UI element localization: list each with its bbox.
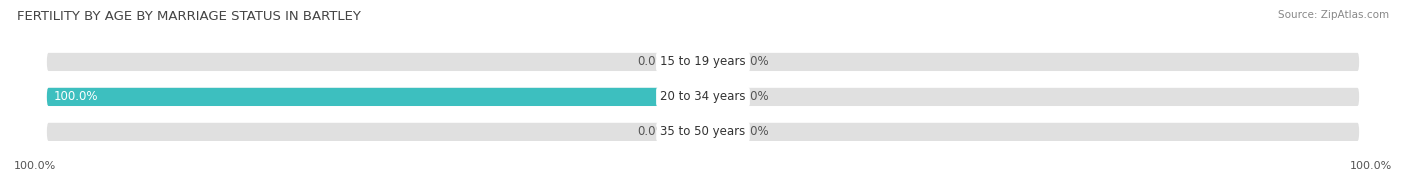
Text: 35 to 50 years: 35 to 50 years <box>661 125 745 138</box>
Text: 100.0%: 100.0% <box>14 161 56 171</box>
FancyBboxPatch shape <box>703 123 733 141</box>
Text: 15 to 19 years: 15 to 19 years <box>661 55 745 68</box>
Text: 100.0%: 100.0% <box>53 90 98 103</box>
Text: 100.0%: 100.0% <box>1350 161 1392 171</box>
FancyBboxPatch shape <box>46 88 703 106</box>
Text: 0.0%: 0.0% <box>637 55 666 68</box>
FancyBboxPatch shape <box>703 53 733 71</box>
FancyBboxPatch shape <box>46 88 1360 106</box>
Text: FERTILITY BY AGE BY MARRIAGE STATUS IN BARTLEY: FERTILITY BY AGE BY MARRIAGE STATUS IN B… <box>17 10 361 23</box>
FancyBboxPatch shape <box>46 53 1360 71</box>
FancyBboxPatch shape <box>46 123 1360 141</box>
Text: 0.0%: 0.0% <box>637 125 666 138</box>
Text: Source: ZipAtlas.com: Source: ZipAtlas.com <box>1278 10 1389 20</box>
FancyBboxPatch shape <box>703 88 733 106</box>
Text: 0.0%: 0.0% <box>740 90 769 103</box>
Text: 0.0%: 0.0% <box>740 125 769 138</box>
Text: 20 to 34 years: 20 to 34 years <box>661 90 745 103</box>
FancyBboxPatch shape <box>673 53 703 71</box>
FancyBboxPatch shape <box>673 123 703 141</box>
Text: 0.0%: 0.0% <box>740 55 769 68</box>
